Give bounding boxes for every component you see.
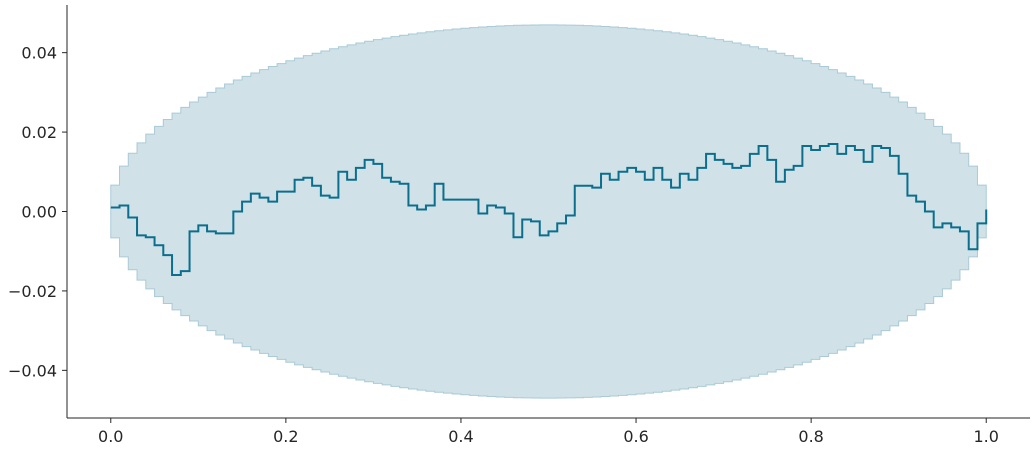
y-tick-label: 0.00 [21,203,57,222]
x-tick-label: 0.4 [448,427,473,446]
series-line [110,142,988,277]
y-tick-label: 0.04 [21,44,57,63]
y-tick-label: −0.04 [8,361,57,380]
x-tick-label: 0.8 [798,427,823,446]
x-tick-label: 0.0 [98,427,123,446]
plot-area [110,24,988,399]
x-tick-label: 0.6 [623,427,648,446]
x-tick-label: 0.2 [273,427,298,446]
x-axis: 0.0 0.2 0.4 0.6 0.8 1.0 [67,417,1030,446]
y-tick-label: −0.02 [8,282,57,301]
y-axis: −0.04 −0.02 0.00 0.02 0.04 [8,5,68,418]
x-tick-label: 1.0 [974,427,999,446]
y-tick-label: 0.02 [21,123,57,142]
confidence-band [110,24,987,399]
